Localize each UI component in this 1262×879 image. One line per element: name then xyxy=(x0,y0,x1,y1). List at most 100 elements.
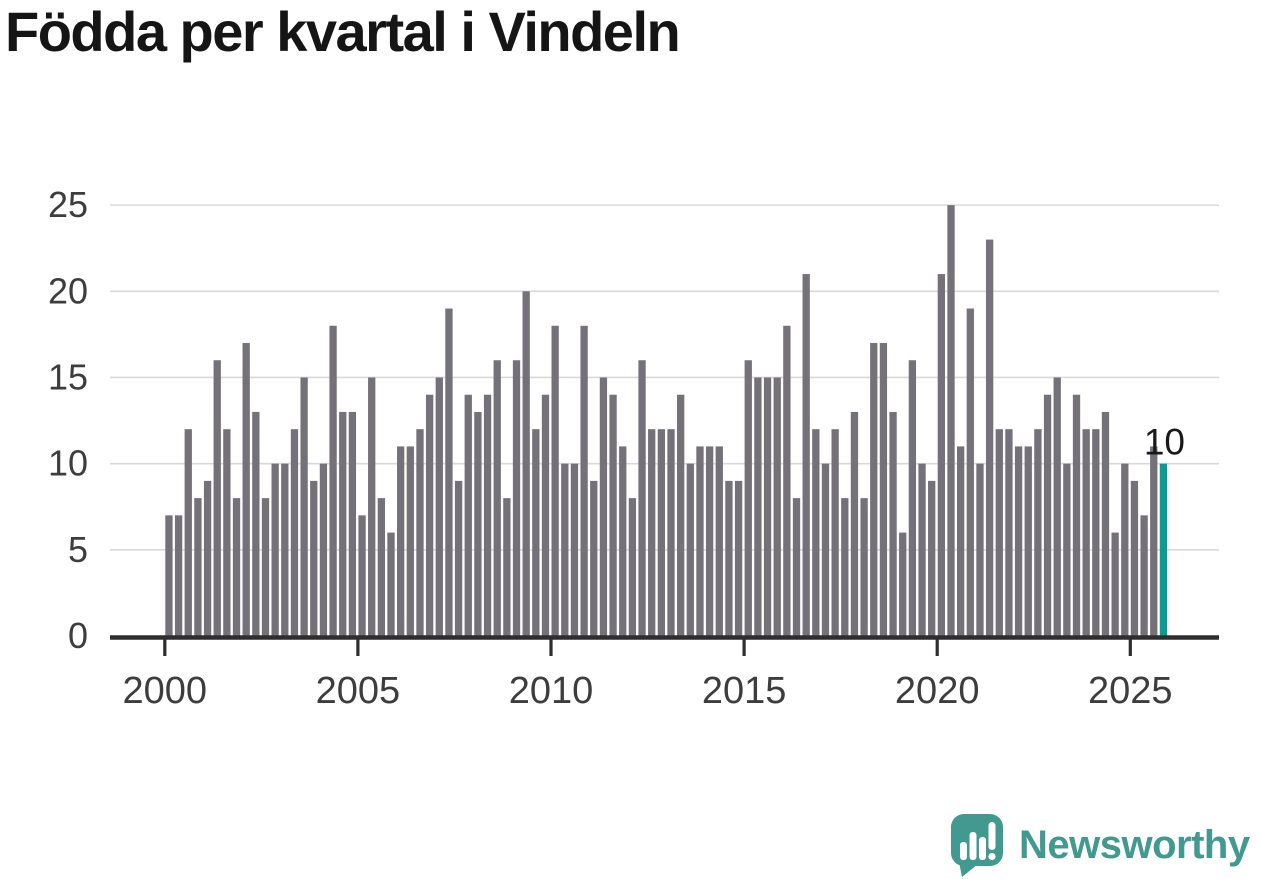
bar xyxy=(1014,446,1023,636)
bar xyxy=(1024,446,1032,636)
bar xyxy=(599,377,608,636)
bar xyxy=(763,377,772,636)
bar xyxy=(802,274,810,636)
bar xyxy=(358,515,366,636)
bar xyxy=(329,325,337,636)
bar xyxy=(657,429,666,636)
bar xyxy=(290,429,299,636)
bar xyxy=(271,463,279,636)
bar xyxy=(184,429,192,636)
x-axis-label: 2020 xyxy=(895,670,980,712)
bar xyxy=(1111,532,1119,636)
bar xyxy=(1150,446,1158,636)
bar xyxy=(397,446,405,636)
y-axis-label: 5 xyxy=(68,529,88,570)
bar xyxy=(870,343,878,636)
bar xyxy=(985,239,994,636)
bar xyxy=(213,360,221,636)
bar xyxy=(1072,394,1081,636)
bar xyxy=(300,377,308,636)
bar xyxy=(1140,515,1148,636)
bar xyxy=(783,325,791,636)
bar xyxy=(454,480,463,636)
bar xyxy=(792,498,801,636)
bar xyxy=(860,498,868,636)
bar xyxy=(1101,411,1110,636)
bar xyxy=(879,343,888,636)
bar xyxy=(590,480,598,636)
bar xyxy=(368,377,376,636)
bar xyxy=(474,411,482,636)
x-axis-label: 2005 xyxy=(316,670,401,712)
bar xyxy=(734,480,743,636)
bar xyxy=(812,429,820,636)
bar xyxy=(831,429,839,636)
brand-name: Newsworthy xyxy=(1019,823,1250,867)
bar xyxy=(232,498,241,636)
bar xyxy=(1053,377,1061,636)
x-axis-label: 2010 xyxy=(509,670,594,712)
bar xyxy=(966,308,974,636)
chart-title: Födda per kvartal i Vindeln xyxy=(5,0,681,63)
y-axis-label: 10 xyxy=(48,443,88,484)
bar xyxy=(705,446,714,636)
bar xyxy=(947,205,955,636)
bar xyxy=(821,463,830,636)
bar xyxy=(619,446,627,636)
bar xyxy=(493,360,501,636)
bar xyxy=(1005,429,1013,636)
y-axis-label: 20 xyxy=(48,270,88,311)
bar xyxy=(445,308,453,636)
bar xyxy=(310,480,318,636)
bar xyxy=(628,498,637,636)
bar xyxy=(976,463,984,636)
bar xyxy=(252,411,260,636)
bar xyxy=(686,463,694,636)
bar xyxy=(435,377,443,636)
bar xyxy=(1082,429,1090,636)
x-axis-label: 2000 xyxy=(123,670,208,712)
bar xyxy=(580,325,588,636)
highlight-value-label: 10 xyxy=(1144,422,1185,463)
bar xyxy=(377,498,386,636)
bar xyxy=(541,394,550,636)
bar xyxy=(261,498,270,636)
bar xyxy=(995,429,1003,636)
bar xyxy=(850,411,859,636)
bar xyxy=(957,446,965,636)
bar xyxy=(503,498,511,636)
bar xyxy=(551,325,559,636)
bar xyxy=(464,394,472,636)
bar xyxy=(223,429,231,636)
x-axis-label: 2025 xyxy=(1088,670,1173,712)
bar xyxy=(677,394,685,636)
bar xyxy=(899,532,907,636)
highlighted-bar xyxy=(1159,463,1168,636)
bar xyxy=(387,532,395,636)
y-axis-label: 15 xyxy=(48,356,88,397)
bar xyxy=(609,394,617,636)
bar xyxy=(696,446,704,636)
bar xyxy=(512,360,521,636)
bar xyxy=(841,498,849,636)
bar xyxy=(425,394,434,636)
bar xyxy=(348,411,357,636)
bar xyxy=(889,411,897,636)
x-axis-label: 2015 xyxy=(702,670,787,712)
bar xyxy=(242,343,250,636)
bar xyxy=(937,274,945,636)
bar xyxy=(1063,463,1071,636)
bar xyxy=(174,515,183,636)
bar xyxy=(908,360,917,636)
bar xyxy=(281,463,289,636)
bar xyxy=(570,463,579,636)
bar xyxy=(339,411,347,636)
bar xyxy=(319,463,328,636)
bar xyxy=(406,446,414,636)
bar xyxy=(725,480,733,636)
bar xyxy=(532,429,540,636)
newsworthy-logo-icon xyxy=(951,814,1003,877)
bar xyxy=(648,429,656,636)
bar xyxy=(667,429,675,636)
